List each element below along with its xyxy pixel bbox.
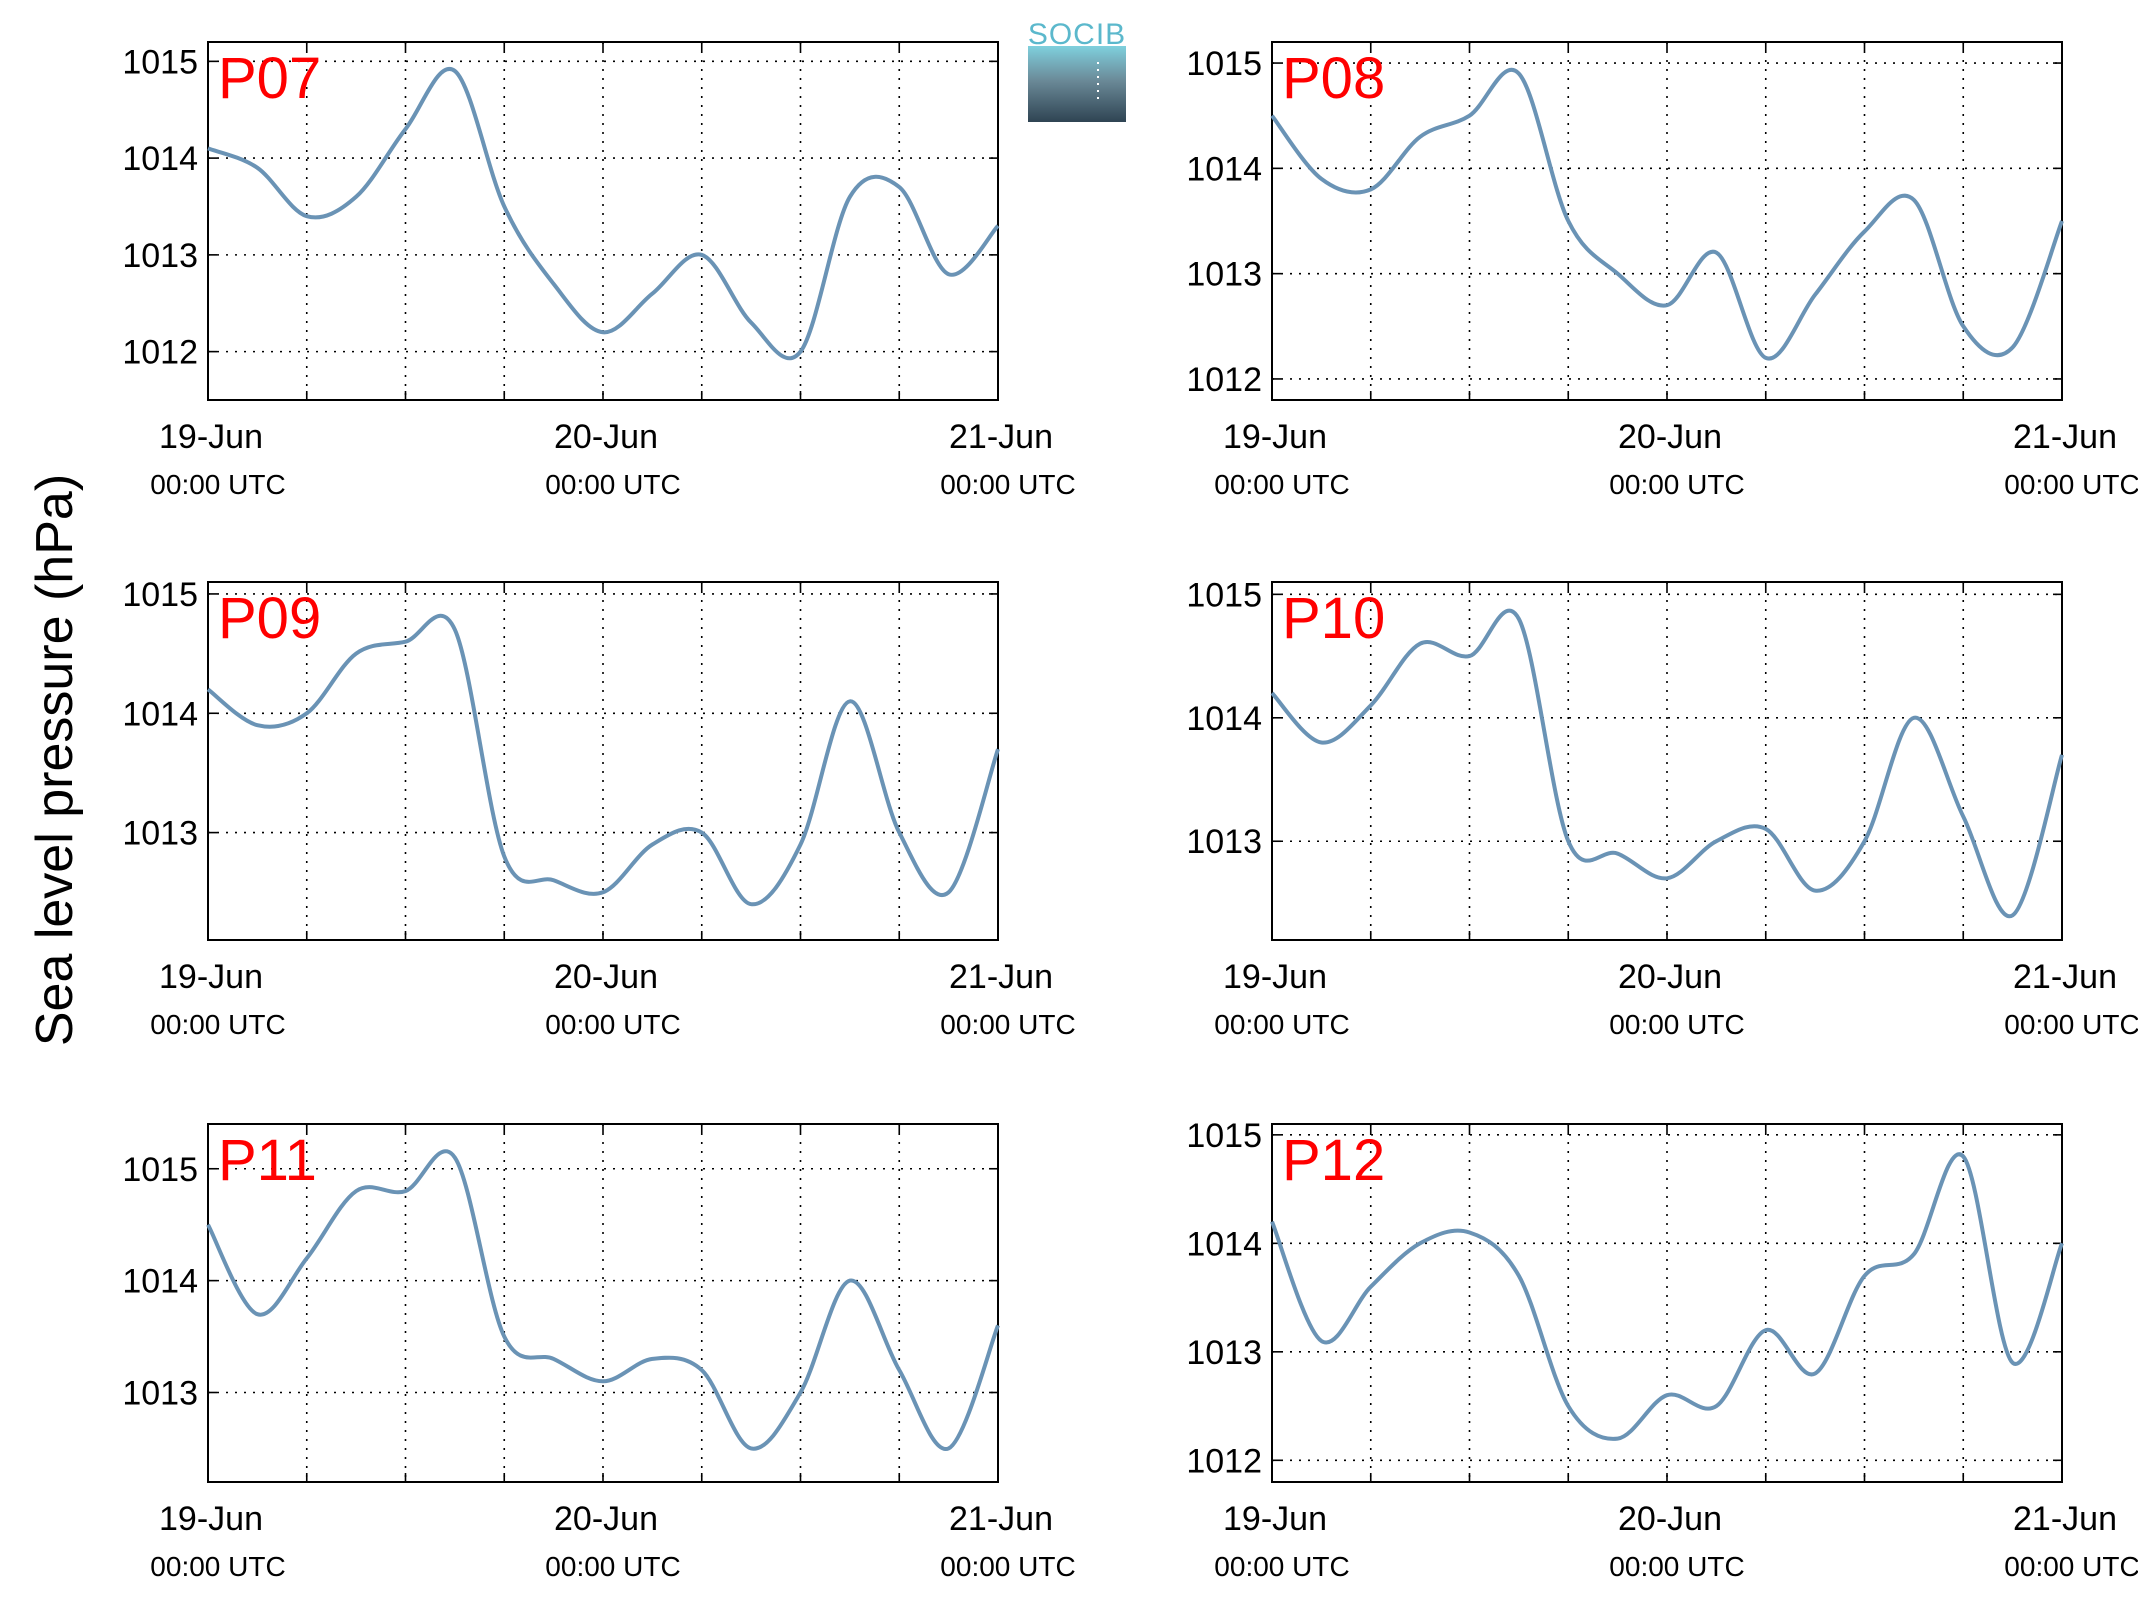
panel-p11: 1013 1014 1015 19-Jun 00:00 UTC 20-Jun 00:00 U… <box>122 1123 1076 1582</box>
y-tick-label: 1012 <box>1186 361 1262 399</box>
y-tick-label: 1015 <box>122 1151 198 1189</box>
panel-title: P07 <box>218 46 321 111</box>
panel-p08: 1012 1013 1014 1015 19-Jun 00:00 UTC 20-Jun 00:… <box>1186 41 2138 500</box>
panel-p10: 1013 1014 1015 19-Jun 00:00 UTC 20-Jun 00:00 U… <box>1186 576 2138 1040</box>
panel-title: P11 <box>218 1128 317 1193</box>
x-tick-date-label: 19-Jun <box>159 958 263 996</box>
x-tick-date-label: 21-Jun <box>949 418 1053 456</box>
x-tick-time-label: 00:00 UTC <box>940 1009 1075 1040</box>
axes-box <box>207 1123 999 1483</box>
y-tick-label: 1014 <box>122 695 198 733</box>
y-tick-label: 1014 <box>1186 700 1262 738</box>
y-tick-label: 1013 <box>1186 256 1262 294</box>
series-line <box>206 613 1000 907</box>
x-tick-date-label: 19-Jun <box>1223 1500 1327 1538</box>
x-tick-time-label: 00:00 UTC <box>150 469 285 500</box>
x-tick-time-label: 00:00 UTC <box>2004 1551 2138 1582</box>
socib-logo-box <box>1028 46 1126 122</box>
x-tick-date-label: 21-Jun <box>2013 418 2117 456</box>
panel-title: P09 <box>218 586 321 651</box>
y-tick-label: 1014 <box>1186 150 1262 188</box>
axes-box <box>207 581 999 941</box>
x-tick-date-label: 21-Jun <box>2013 1500 2117 1538</box>
y-tick-label: 1013 <box>122 1375 198 1413</box>
panel-p07: 1012 1013 1014 1015 19-Jun 00:00 UTC 20-Jun 00:… <box>122 41 1076 500</box>
x-tick-time-label: 00:00 UTC <box>1214 1551 1349 1582</box>
x-tick-time-label: 00:00 UTC <box>150 1009 285 1040</box>
x-tick-date-label: 20-Jun <box>1618 1500 1722 1538</box>
x-tick-date-label: 20-Jun <box>1618 418 1722 456</box>
y-tick-label: 1013 <box>122 815 198 853</box>
panel-p12: 1012 1013 1014 1015 19-Jun 00:00 UTC 20-Jun 00:… <box>1186 1117 2138 1582</box>
x-tick-date-label: 20-Jun <box>1618 958 1722 996</box>
x-tick-date-label: 20-Jun <box>554 958 658 996</box>
y-tick-label: 1015 <box>122 576 198 614</box>
y-tick-label: 1012 <box>122 334 198 372</box>
y-tick-label: 1014 <box>1186 1225 1262 1263</box>
y-tick-label: 1015 <box>122 43 198 81</box>
x-tick-time-label: 00:00 UTC <box>1609 1009 1744 1040</box>
series-line <box>1270 68 2064 361</box>
y-tick-label: 1013 <box>122 237 198 275</box>
axes-box <box>207 41 999 401</box>
x-tick-time-label: 00:00 UTC <box>1609 1551 1744 1582</box>
series-line <box>1270 1152 2064 1441</box>
y-tick-label: 1013 <box>1186 823 1262 861</box>
y-tick-label: 1014 <box>122 140 198 178</box>
panel-title: P08 <box>1282 46 1385 111</box>
socib-logo-text: SOCIB <box>1028 18 1126 51</box>
panel-title: P12 <box>1282 1128 1385 1193</box>
x-tick-time-label: 00:00 UTC <box>1609 469 1744 500</box>
x-tick-time-label: 00:00 UTC <box>2004 1009 2138 1040</box>
x-tick-time-label: 00:00 UTC <box>1214 1009 1349 1040</box>
x-tick-date-label: 20-Jun <box>554 1500 658 1538</box>
y-tick-label: 1015 <box>1186 45 1262 83</box>
x-tick-date-label: 19-Jun <box>159 1500 263 1538</box>
y-tick-label: 1012 <box>1186 1442 1262 1480</box>
x-tick-date-label: 19-Jun <box>1223 418 1327 456</box>
y-tick-label: 1014 <box>122 1263 198 1301</box>
panel-p09: 1013 1014 1015 19-Jun 00:00 UTC 20-Jun 00:00 U… <box>122 576 1075 1040</box>
x-tick-time-label: 00:00 UTC <box>2004 469 2138 500</box>
x-tick-date-label: 21-Jun <box>949 1500 1053 1538</box>
x-tick-date-label: 19-Jun <box>159 418 263 456</box>
x-tick-time-label: 00:00 UTC <box>150 1551 285 1582</box>
panel-title: P10 <box>1282 586 1385 651</box>
y-tick-label: 1015 <box>1186 576 1262 614</box>
y-tick-label: 1015 <box>1186 1117 1262 1155</box>
x-tick-date-label: 21-Jun <box>2013 958 2117 996</box>
x-tick-time-label: 00:00 UTC <box>545 1009 680 1040</box>
x-tick-time-label: 00:00 UTC <box>940 1551 1075 1582</box>
x-tick-time-label: 00:00 UTC <box>545 469 680 500</box>
y-axis-label: Sea level pressure (hPa) <box>26 474 84 1046</box>
x-tick-time-label: 00:00 UTC <box>545 1551 680 1582</box>
axes-box <box>1271 41 2063 401</box>
y-tick-label: 1013 <box>1186 1334 1262 1372</box>
x-tick-date-label: 20-Jun <box>554 418 658 456</box>
x-tick-date-label: 21-Jun <box>949 958 1053 996</box>
x-tick-date-label: 19-Jun <box>1223 958 1327 996</box>
panels-group: 1012 1013 1014 1015 19-Jun 00:00 UTC 20-Jun 00:… <box>122 41 2138 1582</box>
x-tick-time-label: 00:00 UTC <box>940 469 1075 500</box>
x-tick-time-label: 00:00 UTC <box>1214 469 1349 500</box>
socib-logo: SOCIB <box>1028 18 1126 122</box>
